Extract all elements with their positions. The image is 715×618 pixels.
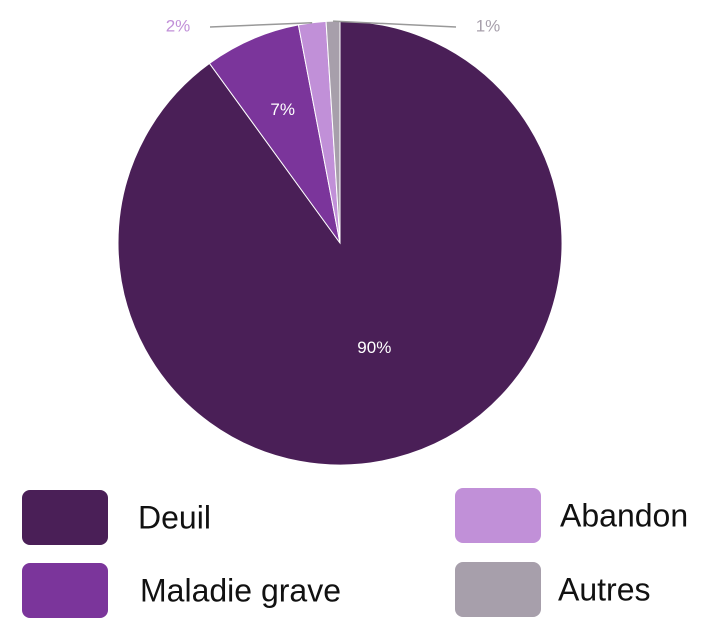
leader-line: [209, 22, 313, 28]
slice-label: 1%: [476, 16, 501, 35]
legend-swatch: [22, 563, 108, 618]
leader-line: [332, 20, 457, 28]
slice-label: 90%: [357, 338, 391, 357]
slice-label: 2%: [166, 16, 191, 35]
legend-label: Autres: [558, 571, 650, 607]
slice-label: 7%: [270, 100, 295, 119]
legend-swatch: [455, 562, 541, 617]
legend-swatch: [455, 488, 541, 543]
legend-label: Deuil: [138, 499, 211, 535]
legend-label: Abandon: [560, 497, 688, 533]
legend-label: Maladie grave: [140, 572, 341, 608]
legend-swatch: [22, 490, 108, 545]
